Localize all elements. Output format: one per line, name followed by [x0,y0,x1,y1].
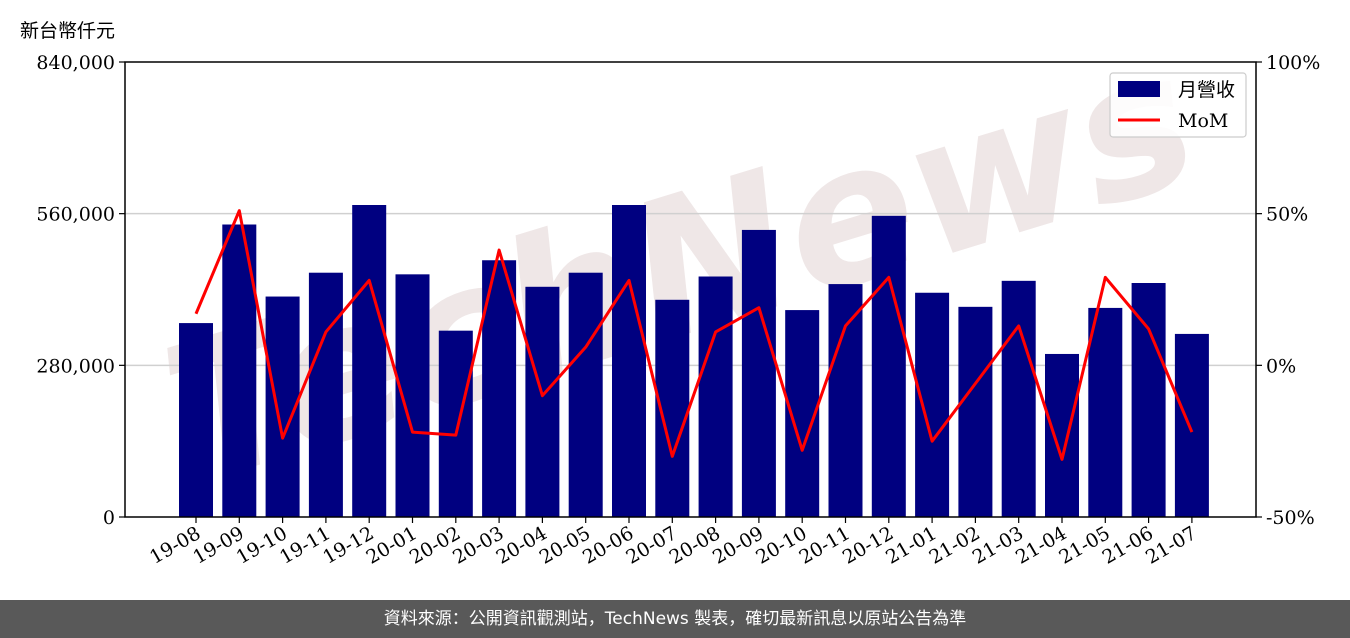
bar-20-06 [612,205,646,517]
bar-21-02 [958,306,993,517]
bar-20-02 [438,330,473,517]
bar-19-08 [179,323,213,517]
right-tick-label: 50% [1266,204,1308,226]
chart-area: TechNews 0 280,000 560,000 840,000 -50% 0% 50%… [36,7,1320,569]
bar-19-12 [352,205,387,517]
right-tick-label: 0% [1266,355,1296,377]
bar-21-05 [1088,307,1123,517]
bar-19-11 [308,272,343,517]
bar-20-11 [828,284,863,517]
bar-20-09 [741,229,776,517]
bar-21-04 [1045,353,1079,517]
bar-20-04 [525,286,560,517]
right-tick-label: -50% [1266,507,1315,529]
bar-20-08 [698,276,733,517]
left-axis-unit-label: 新台幣仟元 [20,20,116,42]
combo-chart: TechNews 0280,000560,000840,000-50%0%50%… [36,7,1320,569]
bar-21-01 [915,292,950,517]
legend-label-mom: MoM [1178,110,1228,132]
left-tick-label: 560,000 [36,204,115,226]
mom-line [194,209,1194,461]
bar-21-06 [1131,283,1166,517]
right-tick-label: 100% [1266,52,1320,74]
legend-swatch-bar [1118,81,1160,97]
left-tick-label: 840,000 [36,52,115,74]
bar-21-03 [1001,280,1036,517]
bar-20-05 [568,272,603,517]
bar-21-07 [1174,333,1209,517]
left-tick-label: 0 [103,507,115,529]
plot-frame [124,61,1257,518]
left-tick-label: 280,000 [36,355,115,377]
x-tick-label: 21-07 [1142,522,1200,568]
footer-source-note: 資料來源：公開資訊觀測站，TechNews 製表，確切最新訊息以原站公告為準 [0,600,1350,638]
bar-20-12 [871,215,906,518]
legend-label-revenue: 月營收 [1178,79,1235,101]
